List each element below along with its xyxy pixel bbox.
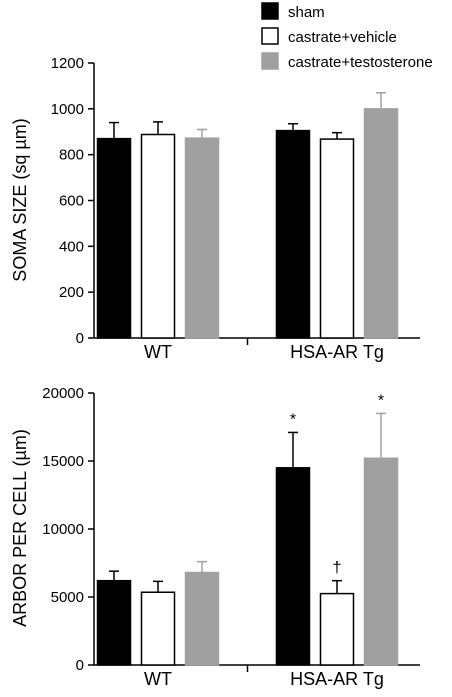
y-tick-label-0-1: 200 <box>59 284 84 301</box>
y-tick-label-0-6: 1200 <box>51 55 84 72</box>
y-tick-label-1-1: 5000 <box>51 589 84 606</box>
legend-swatch-2 <box>261 52 279 70</box>
y-axis-label-0: SOMA SIZE (sq µm) <box>10 118 30 281</box>
bar-0-1-0 <box>140 133 176 339</box>
legend-label-2: castrate+testosterone <box>288 54 433 71</box>
bar-0-1-1 <box>319 138 355 339</box>
bar-1-0-0 <box>96 579 132 666</box>
y-tick-label-0-3: 600 <box>59 193 84 210</box>
annotation-1-1: † <box>333 560 342 577</box>
bar-0-0-0 <box>96 137 132 339</box>
annotation-1-0: * <box>290 411 296 428</box>
x-category-label-1-1: HSA-AR Tg <box>290 669 384 689</box>
bar-0-2-0 <box>184 137 220 339</box>
y-tick-label-0-0: 0 <box>76 330 84 347</box>
y-axis-label-1: ARBOR PER CELL (µm) <box>10 429 30 627</box>
x-category-label-0-1: HSA-AR Tg <box>290 342 384 362</box>
legend-label-1: castrate+vehicle <box>288 29 397 46</box>
legend-swatch-0 <box>261 2 279 20</box>
annotation-1-2: * <box>378 392 384 409</box>
bar-1-0-1 <box>275 467 311 666</box>
bar-0-2-1 <box>363 108 399 339</box>
x-category-label-1-0: WT <box>144 669 172 689</box>
bar-1-1-1 <box>319 592 355 666</box>
y-tick-label-1-4: 20000 <box>42 385 84 402</box>
legend-label-0: sham <box>288 4 325 21</box>
x-category-label-0-0: WT <box>144 342 172 362</box>
y-tick-label-1-3: 15000 <box>42 453 84 470</box>
y-tick-label-1-2: 10000 <box>42 521 84 538</box>
bar-0-0-1 <box>275 129 311 339</box>
y-tick-label-0-4: 800 <box>59 147 84 164</box>
bar-1-1-0 <box>140 591 176 666</box>
y-tick-label-1-0: 0 <box>76 657 84 674</box>
bar-1-2-1 <box>363 457 399 666</box>
y-tick-label-0-5: 1000 <box>51 101 84 118</box>
bar-1-2-0 <box>184 571 220 666</box>
y-tick-label-0-2: 400 <box>59 238 84 255</box>
legend-swatch-1 <box>261 27 279 45</box>
